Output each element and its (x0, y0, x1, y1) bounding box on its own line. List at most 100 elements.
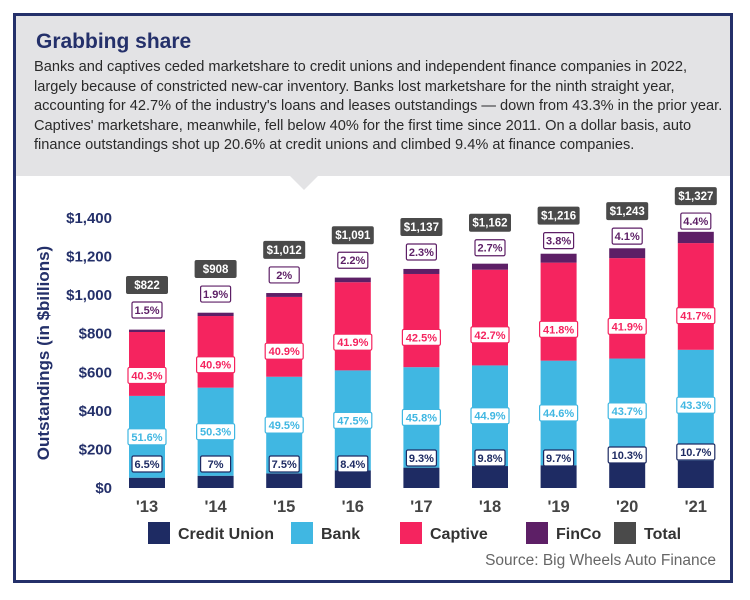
x-tick-label: '16 (342, 498, 364, 516)
pct-label-finco: 2.2% (340, 255, 365, 267)
source-note: Source: Big Wheels Auto Finance (485, 552, 716, 569)
pct-label-box (538, 404, 579, 422)
x-tick-label: '14 (204, 498, 227, 516)
pct-label-box (196, 356, 236, 374)
legend-swatch-captive (400, 522, 422, 544)
pct-label-finco: 4.4% (683, 216, 708, 228)
pct-label-box (131, 301, 163, 319)
pct-label-box (676, 396, 716, 414)
bar-segment-captive (129, 332, 165, 396)
pct-label-credit-union: 6.5% (134, 459, 159, 471)
pct-label-box (264, 342, 304, 360)
total-badge (537, 206, 580, 225)
pct-label-box (470, 326, 510, 344)
bar-segment-credit-union (129, 477, 165, 488)
header-panel: Grabbing share Banks and captives ceded … (16, 16, 730, 176)
bar-segment-captive (472, 269, 508, 366)
pct-label-finco: 3.8% (546, 236, 571, 248)
pct-label-box (474, 239, 506, 257)
total-badge (674, 187, 717, 206)
pct-label-box (474, 449, 506, 467)
bar-segment-credit-union (609, 463, 646, 488)
bar-segment-captive (334, 282, 371, 371)
pct-label-box (680, 212, 712, 230)
pct-label-box (405, 449, 437, 467)
total-badge (469, 213, 511, 232)
total-label: $1,012 (267, 245, 302, 257)
total-badge (400, 217, 443, 236)
pct-label-box (611, 227, 643, 245)
bar-segment-finco (677, 231, 714, 244)
pct-label-box (542, 449, 575, 467)
bar-segment-credit-union (677, 460, 714, 488)
pct-label-box (470, 407, 510, 425)
y-tick-label: $400 (79, 403, 112, 420)
pct-label-box (127, 366, 167, 385)
bar-segment-credit-union (540, 465, 577, 488)
infographic-frame: Grabbing share Banks and captives ceded … (13, 13, 733, 583)
bar-segment-finco (609, 248, 646, 259)
pct-label-box (196, 423, 236, 441)
pct-label-captive: 41.7% (680, 311, 711, 323)
pct-label-captive: 40.3% (131, 370, 162, 382)
pct-label-credit-union: 10.7% (680, 447, 711, 459)
total-label: $1,137 (404, 222, 439, 234)
pct-label-box (401, 328, 441, 346)
bar-segment-finco (540, 253, 577, 263)
total-label: $1,162 (472, 218, 507, 230)
legend-swatch-credit-union (148, 522, 170, 544)
bar-segment-captive (403, 273, 440, 368)
y-tick-label: $600 (79, 364, 112, 381)
bar-segment-credit-union (472, 466, 508, 488)
pct-label-credit-union: 9.3% (409, 453, 434, 465)
pct-label-credit-union: 7% (208, 459, 224, 471)
pct-label-box (676, 307, 716, 325)
pct-label-finco: 4.1% (615, 231, 640, 243)
pct-label-box (200, 455, 232, 473)
x-tick-label: '20 (616, 498, 638, 516)
total-badge (331, 226, 374, 245)
bar-segment-finco (197, 312, 234, 317)
legend-label: Captive (430, 526, 488, 543)
pct-label-captive: 42.7% (474, 330, 505, 342)
pct-label-box (542, 232, 575, 250)
legend-label: Credit Union (178, 526, 274, 543)
total-label: $1,243 (610, 206, 645, 218)
y-tick-label: $200 (79, 441, 112, 458)
y-tick-label: $800 (79, 326, 112, 343)
chart-title: Grabbing share (36, 30, 192, 53)
pct-label-finco: 2.7% (477, 243, 502, 255)
x-tick-label: '19 (547, 498, 569, 516)
bar-segment-captive (197, 316, 234, 388)
total-badge (194, 260, 237, 279)
pct-label-box (333, 411, 373, 429)
pct-label-box (607, 317, 647, 336)
total-badge (126, 276, 168, 295)
pct-label-box (268, 455, 300, 473)
total-label: $1,216 (541, 211, 576, 223)
y-tick-label: $1,400 (66, 210, 112, 227)
bar-segment-credit-union (197, 475, 234, 488)
pct-label-box (607, 446, 647, 464)
pct-label-credit-union: 7.5% (272, 459, 297, 471)
x-tick-label: '17 (410, 498, 432, 516)
pct-label-box (607, 402, 647, 420)
x-tick-label: '15 (273, 498, 295, 516)
bar-segment-captive (677, 243, 714, 350)
pct-label-bank: 43.7% (612, 406, 643, 418)
pct-label-bank: 45.8% (406, 412, 437, 424)
pct-label-box (337, 455, 369, 473)
pct-label-finco: 2% (276, 270, 292, 282)
total-label: $1,327 (678, 191, 713, 203)
bar-segment-finco (266, 293, 303, 297)
legend-label: Total (644, 526, 681, 543)
pct-label-bank: 51.6% (131, 432, 162, 444)
pct-label-box (131, 455, 163, 473)
pct-label-bank: 44.9% (474, 411, 505, 423)
y-tick-label: $0 (95, 480, 112, 497)
total-badge (263, 240, 306, 259)
pct-label-credit-union: 8.4% (340, 459, 365, 471)
pct-label-captive: 40.9% (269, 346, 300, 358)
y-tick-label: $1,000 (66, 287, 112, 304)
y-axis-label: Outstandings (in $billions) (34, 246, 53, 460)
